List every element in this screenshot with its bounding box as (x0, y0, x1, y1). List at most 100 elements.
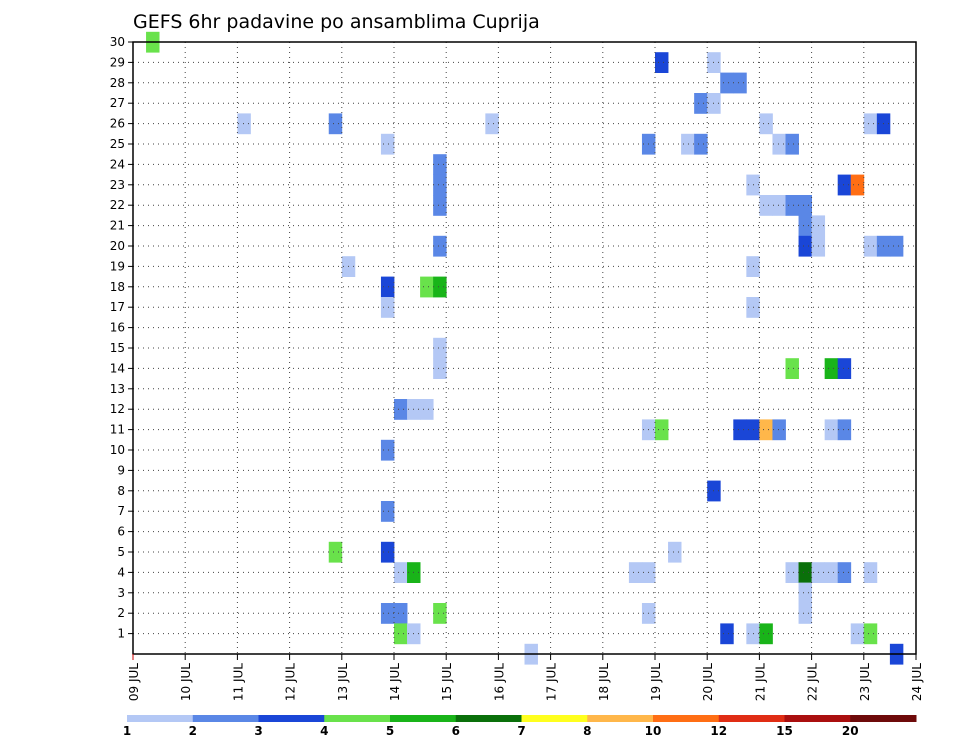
heatmap-cell (824, 358, 839, 379)
colorbar-swatch (784, 715, 851, 722)
y-tick-label: 20 (110, 239, 125, 253)
heatmap-cell (655, 52, 669, 73)
heatmap-cell (759, 623, 773, 645)
y-tick-label: 12 (110, 402, 125, 416)
y-tick-label: 11 (110, 423, 125, 437)
heatmap-cell (798, 235, 812, 257)
heatmap-cell (694, 93, 708, 114)
heatmap-cell (328, 113, 343, 135)
heatmap-cell (772, 195, 786, 216)
heatmap-cell (394, 603, 408, 624)
x-tick-label: 15 JUL (440, 663, 454, 701)
y-tick-label: 23 (110, 178, 125, 192)
colorbar-swatch (455, 715, 522, 722)
colorbar-label: 4 (320, 724, 328, 738)
heatmap-cell (433, 195, 447, 216)
heatmap-cell (681, 133, 695, 155)
heatmap-cell (785, 562, 799, 583)
y-tick-label: 14 (110, 361, 125, 375)
heatmap-cell (433, 358, 447, 379)
heatmap-cell (772, 133, 786, 155)
y-tick-label: 6 (117, 525, 125, 539)
colorbar-label: 12 (710, 724, 727, 738)
heatmap-cell (785, 358, 799, 379)
x-tick-label: 16 JUL (492, 663, 506, 701)
heatmap-cell (380, 501, 395, 522)
heatmap-cell (655, 419, 669, 441)
cells-layer (146, 31, 904, 665)
colorbar-swatch (718, 715, 785, 722)
y-tick-label: 9 (117, 463, 125, 477)
heatmap-cell (759, 419, 773, 441)
heatmap-cell (798, 562, 812, 583)
heatmap-cell (394, 399, 408, 420)
x-tick-label: 09 JUL (127, 663, 141, 701)
colorbar-label: 20 (842, 724, 859, 738)
y-tick-label: 21 (110, 219, 125, 233)
heatmap-cell (720, 72, 734, 94)
heatmap-cell (798, 215, 812, 237)
heatmap-cell (837, 358, 852, 379)
x-tick-label: 11 JUL (231, 663, 245, 701)
heatmap-cell (824, 419, 839, 441)
heatmap-cell (433, 603, 447, 624)
heatmap-cell (759, 113, 773, 135)
y-tick-label: 30 (110, 35, 125, 49)
heatmap-cell (433, 235, 447, 257)
colorbar-swatch (850, 715, 917, 722)
y-tick-label: 16 (110, 321, 125, 335)
heatmap-cell (433, 154, 447, 175)
colorbar-label: 6 (452, 724, 460, 738)
colorbar-label: 5 (386, 724, 394, 738)
colorbar-label: 2 (189, 724, 197, 738)
y-tick-label: 22 (110, 198, 125, 212)
y-tick-label: 27 (110, 96, 125, 110)
heatmap-cell (694, 133, 708, 155)
colorbar-swatch (127, 715, 194, 722)
colorbar-swatch (390, 715, 457, 722)
heatmap-cell (785, 195, 799, 216)
heatmap-cell (380, 276, 395, 298)
heatmap-cell (628, 562, 643, 583)
y-tick-label: 2 (117, 606, 125, 620)
y-tick-label: 28 (110, 76, 125, 90)
y-tick-label: 17 (110, 300, 125, 314)
heatmap-cell (798, 582, 812, 604)
colorbar-swatch (521, 715, 588, 722)
heatmap-cell (380, 297, 395, 318)
x-tick-label: 19 JUL (649, 663, 663, 701)
heatmap-cell (733, 419, 747, 441)
y-tick-label: 29 (110, 55, 125, 69)
y-tick-label: 1 (117, 627, 125, 641)
colorbar-swatch (192, 715, 259, 722)
y-tick-label: 4 (117, 565, 125, 579)
heatmap-cell (863, 113, 878, 135)
heatmap-cell (759, 195, 773, 216)
y-tick-label: 3 (117, 586, 125, 600)
y-tick-label: 19 (110, 259, 125, 273)
y-tick-label: 5 (117, 545, 125, 559)
y-tick-label: 25 (110, 137, 125, 151)
heatmap-cell (380, 133, 395, 155)
y-tick-label: 26 (110, 117, 125, 131)
x-tick-label: 23 JUL (858, 663, 872, 701)
heatmap-cell (433, 174, 447, 196)
colorbar-swatch (258, 715, 325, 722)
x-tick-label: 12 JUL (284, 663, 298, 701)
y-tick-label: 10 (110, 443, 125, 457)
colorbar-swatch (653, 715, 720, 722)
heatmap-cell (733, 72, 747, 94)
grid-layer (133, 42, 916, 654)
x-tick-label: 22 JUL (806, 663, 820, 701)
y-tick-label: 24 (110, 157, 125, 171)
y-tick-label: 13 (110, 382, 125, 396)
y-tick-label: 7 (117, 504, 125, 518)
heatmap-cell (237, 113, 251, 135)
x-tick-label: 10 JUL (179, 663, 193, 701)
x-tick-label: 13 JUL (336, 663, 350, 701)
heatmap-cell (863, 235, 878, 257)
heatmap-cell (394, 562, 408, 583)
colorbar-label: 7 (517, 724, 525, 738)
heatmap-cell (420, 399, 434, 420)
